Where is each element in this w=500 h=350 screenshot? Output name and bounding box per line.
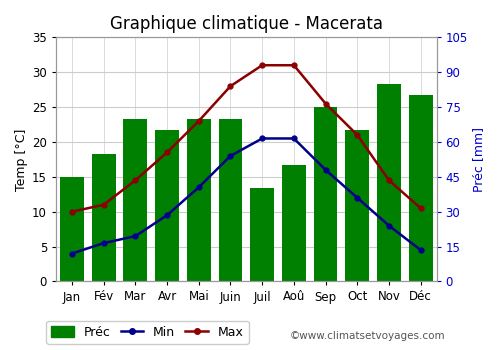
Bar xyxy=(250,188,274,281)
Bar xyxy=(92,154,116,281)
Bar xyxy=(155,130,179,281)
Bar xyxy=(187,119,210,281)
Bar xyxy=(218,119,242,281)
Y-axis label: Préc [mm]: Préc [mm] xyxy=(472,127,485,192)
Bar xyxy=(409,96,432,281)
Y-axis label: Temp [°C]: Temp [°C] xyxy=(15,128,28,191)
Text: ©www.climatsetvoyages.com: ©www.climatsetvoyages.com xyxy=(290,331,446,341)
Bar xyxy=(124,119,147,281)
Title: Graphique climatique - Macerata: Graphique climatique - Macerata xyxy=(110,15,383,33)
Bar xyxy=(60,177,84,281)
Bar xyxy=(377,84,401,281)
Bar xyxy=(346,130,369,281)
Legend: Préc, Min, Max: Préc, Min, Max xyxy=(46,321,248,344)
Bar xyxy=(282,165,306,281)
Bar xyxy=(314,107,338,281)
